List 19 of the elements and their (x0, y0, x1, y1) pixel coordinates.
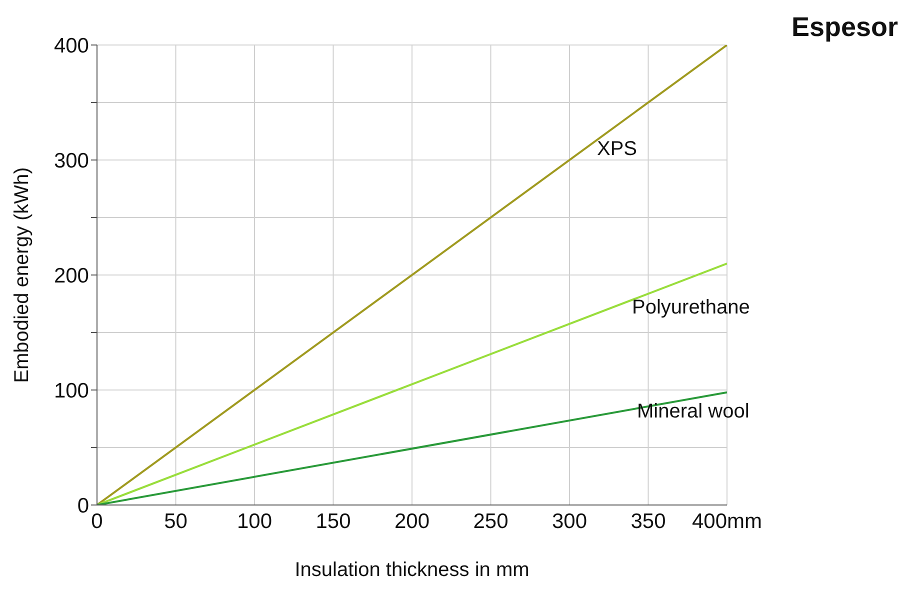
y-tick-label: 400 (54, 34, 89, 58)
x-tick-label: 400mm (692, 510, 762, 533)
x-tick-label: 250 (473, 510, 508, 533)
series-label: Polyurethane (632, 296, 750, 318)
series-label: XPS (597, 138, 638, 160)
x-tick-label: 350 (630, 510, 666, 533)
x-tick-label: 50 (164, 510, 188, 533)
text: Espesor (791, 12, 898, 43)
x-tick-label: 100 (236, 510, 272, 533)
x-tick-label: 200 (394, 510, 430, 533)
y-tick-label: 200 (54, 264, 89, 288)
x-axis-title: Insulation thickness in mm (294, 559, 530, 581)
series-label: Mineral wool (637, 400, 750, 422)
x-tick-label: 150 (316, 510, 351, 533)
y-tick-label: 300 (54, 149, 89, 172)
x-tick-label: 300 (552, 510, 588, 533)
y-tick-label: 100 (54, 379, 89, 402)
y-axis-title: Embodied energy (kWh) (11, 167, 34, 383)
y-tick-label: 0 (77, 494, 89, 518)
